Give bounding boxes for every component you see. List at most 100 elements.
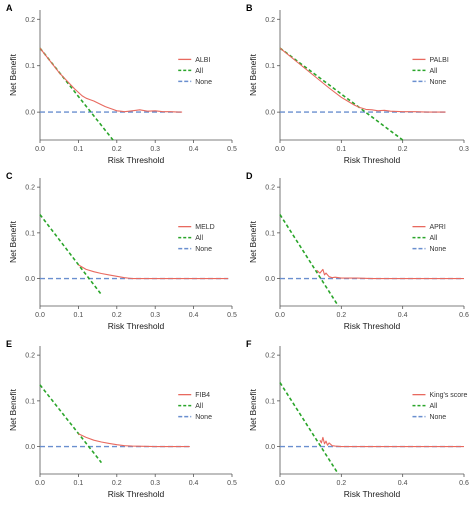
x-tick-label: 0.1 [336,146,346,153]
x-axis-title: Risk Threshold [108,321,165,331]
y-tick-label: 0.2 [265,17,275,24]
panel-letter: E [6,339,12,349]
panel-letter: A [6,3,13,13]
panel-letter: F [246,339,252,349]
legend-label: FIB4 [195,392,210,399]
legend-label: All [429,235,437,242]
y-axis-title: Net Benefit [248,53,258,96]
x-tick-label: 0.5 [227,146,237,153]
x-tick-label: 0.0 [275,146,285,153]
legend-label: All [195,403,203,410]
x-axis-title: Risk Threshold [344,489,401,499]
panel-letter: D [246,171,253,181]
series-line-model [319,436,464,448]
x-tick-label: 0.2 [112,312,122,319]
legend-label: None [195,414,212,421]
x-tick-label: 0.3 [150,146,160,153]
y-tick-label: 0.2 [25,353,35,360]
x-tick-label: 0.3 [459,146,469,153]
y-axis-title: Net Benefit [8,388,18,431]
y-tick-label: 0.1 [265,63,275,70]
x-tick-label: 0.6 [459,480,469,487]
x-tick-label: 0.2 [398,146,408,153]
y-tick-label: 0.0 [265,444,275,451]
x-tick-label: 0.3 [150,312,160,319]
y-tick-label: 0.2 [265,185,275,192]
y-tick-label: 0.0 [265,276,275,283]
x-tick-label: 0.3 [150,480,160,487]
x-tick-label: 0.6 [459,312,469,319]
panel-f: F 0.0 0.2 0.4 0.6 0.0 0.1 0.2 Risk Threshold Net … [246,339,469,499]
legend-label: All [195,68,203,75]
series-line-all [39,384,103,464]
series-line-model [39,47,183,113]
y-axis-title: Net Benefit [8,220,18,263]
y-tick-label: 0.1 [25,230,35,237]
x-tick-label: 0.2 [336,480,346,487]
y-tick-label: 0.1 [265,230,275,237]
x-tick-label: 0.1 [74,312,84,319]
x-tick-label: 0.0 [35,146,45,153]
y-tick-label: 0.0 [25,276,35,283]
series-line-all [279,382,339,475]
y-tick-label: 0.0 [265,110,275,117]
legend-label: All [429,68,437,75]
panel-letter: C [6,171,13,181]
series-line-model [78,433,190,448]
series-line-model [279,47,446,113]
y-axis-title: Net Benefit [248,388,258,431]
legend-label: None [429,246,446,253]
x-tick-label: 0.2 [112,480,122,487]
legend-label: All [195,235,203,242]
x-tick-label: 0.0 [35,312,45,319]
x-tick-label: 0.0 [35,480,45,487]
x-tick-label: 0.4 [398,312,408,319]
x-axis-title: Risk Threshold [108,155,165,165]
y-tick-label: 0.2 [25,17,35,24]
y-tick-label: 0.1 [265,398,275,405]
x-tick-label: 0.5 [227,480,237,487]
x-axis-title: Risk Threshold [344,155,401,165]
y-tick-label: 0.0 [25,110,35,117]
legend-label: PALBI [429,57,448,64]
x-tick-label: 0.4 [398,480,408,487]
x-tick-label: 0.5 [227,312,237,319]
legend-label: ALBI [195,57,210,64]
legend-label: APRI [429,224,445,231]
y-tick-label: 0.1 [25,63,35,70]
x-tick-label: 0.2 [336,312,346,319]
y-tick-label: 0.0 [25,444,35,451]
panel-a: A 0.0 0.1 0.2 0.3 0.4 0.5 0.0 0.1 0.2 Risk Thresho… [6,3,237,165]
x-tick-label: 0.1 [74,146,84,153]
x-tick-label: 0.4 [189,480,199,487]
panel-e: E 0.0 0.1 0.2 0.3 0.4 0.5 0.0 0.1 0.2 Risk Thresho… [6,339,237,499]
series-line-model [316,268,464,280]
legend-label: None [429,79,446,86]
legend-label: MELD [195,224,214,231]
legend-label: None [195,79,212,86]
x-tick-label: 0.0 [275,480,285,487]
panel-c: C 0.0 0.1 0.2 0.3 0.4 0.5 0.0 0.1 0.2 Risk Thresho… [6,171,237,331]
x-tick-label: 0.4 [189,312,199,319]
legend-label: None [195,246,212,253]
legend-label: King's score [429,392,467,399]
y-tick-label: 0.2 [265,353,275,360]
series-line-all [39,214,103,296]
series-line-all [279,214,339,307]
panel-d: D 0.0 0.2 0.4 0.6 0.0 0.1 0.2 Risk Threshold Net … [246,171,469,331]
panel-letter: B [246,3,253,13]
x-tick-label: 0.4 [189,146,199,153]
series-line-all [279,47,404,141]
panel-b: B 0.0 0.1 0.2 0.3 0.0 0.1 0.2 Risk Threshold Net … [246,3,469,165]
y-tick-label: 0.2 [25,185,35,192]
series-line-model [78,264,229,280]
y-axis-title: Net Benefit [248,220,258,263]
y-tick-label: 0.1 [25,398,35,405]
y-axis-title: Net Benefit [8,53,18,96]
x-axis-title: Risk Threshold [344,321,401,331]
x-axis-title: Risk Threshold [108,489,165,499]
x-tick-label: 0.0 [275,312,285,319]
legend-label: None [429,414,446,421]
legend-label: All [429,403,437,410]
